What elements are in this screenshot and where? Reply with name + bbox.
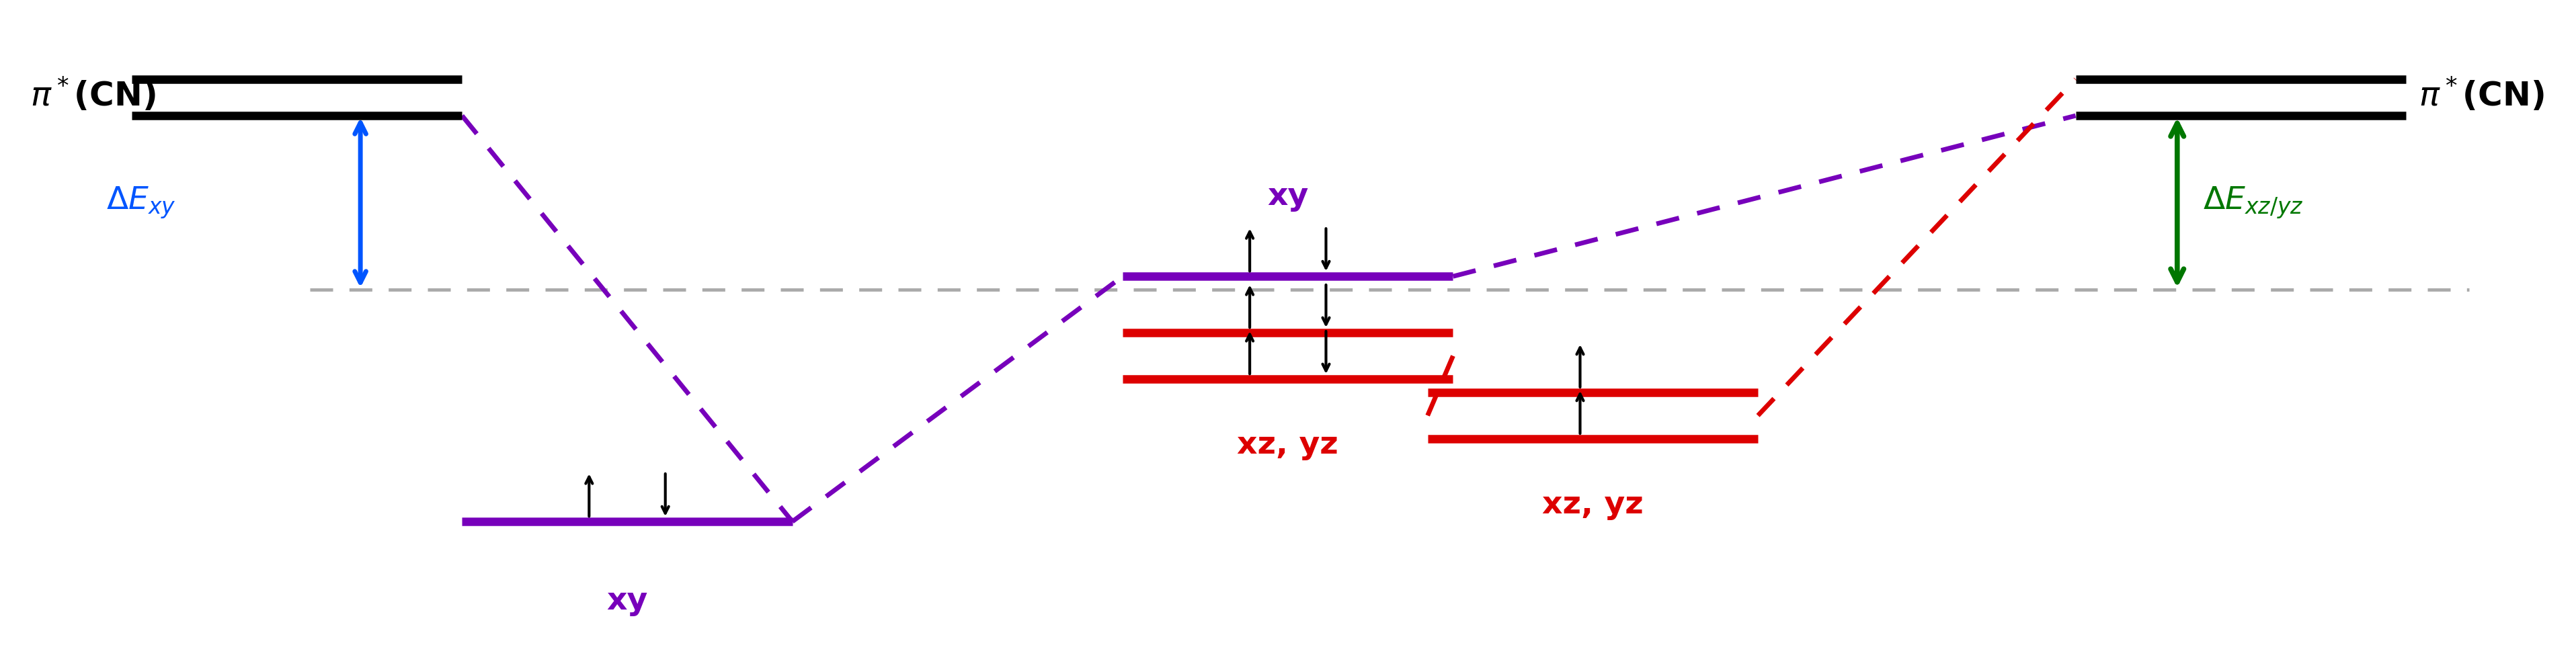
Text: xy: xy (1267, 181, 1309, 212)
Text: $\Delta E_{xy}$: $\Delta E_{xy}$ (106, 185, 175, 220)
Text: $\Delta E_{xz/yz}$: $\Delta E_{xz/yz}$ (2202, 185, 2303, 220)
Text: $\pi^*$(CN): $\pi^*$(CN) (31, 75, 155, 113)
Text: xz, yz: xz, yz (1236, 430, 1340, 460)
Text: $\pi^*$(CN): $\pi^*$(CN) (2419, 75, 2545, 113)
Text: xz, yz: xz, yz (1543, 490, 1643, 520)
Text: xy: xy (605, 586, 647, 616)
